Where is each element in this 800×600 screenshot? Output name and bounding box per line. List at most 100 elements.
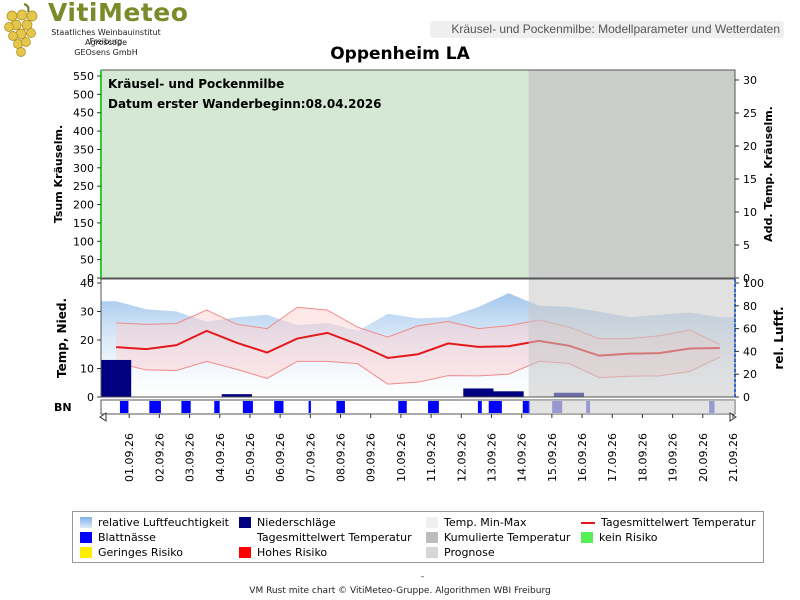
station-title: Oppenheim LA bbox=[330, 44, 470, 64]
blattnaesse-block bbox=[428, 401, 439, 413]
bn-label: BN bbox=[54, 401, 72, 414]
x-tick-label: 05.09.26 bbox=[244, 433, 257, 482]
x-tick-label: 15.09.26 bbox=[546, 433, 559, 482]
tick-left-label: 30 bbox=[80, 306, 94, 319]
tick-right-label: 100 bbox=[743, 277, 764, 290]
legend-label: kein Risiko bbox=[599, 531, 658, 544]
panel2-frame bbox=[100, 278, 736, 398]
tick-right-label: 5 bbox=[743, 239, 750, 252]
annotation-date: Datum erster Wanderbeginn:08.04.2026 bbox=[108, 97, 382, 111]
ylabel-right-panel2: rel. Luftf. bbox=[772, 306, 786, 369]
blattnaesse-block bbox=[522, 401, 530, 413]
annotation-title: Kräusel- und Pockenmilbe bbox=[108, 77, 284, 91]
x-tick-label: 02.09.26 bbox=[153, 433, 166, 482]
blattnaesse-block bbox=[119, 401, 129, 413]
tick-left-label: 150 bbox=[73, 217, 94, 230]
tick-left-label: 0 bbox=[87, 272, 94, 285]
tick-right-label: 30 bbox=[743, 74, 757, 87]
legend-swatch bbox=[239, 517, 251, 528]
grape-logo-icon bbox=[4, 3, 38, 57]
legend-swatch bbox=[80, 517, 92, 528]
legend-label: Hohes Risiko bbox=[257, 546, 328, 559]
x-tick-label: 17.09.26 bbox=[606, 433, 619, 482]
chart-legend: relative Luftfeuchtigkeit Niederschläge Te… bbox=[72, 511, 764, 563]
footer-dash: - bbox=[420, 572, 425, 582]
legend-item: Kumulierte Temperatur bbox=[426, 531, 570, 544]
legend-label: Tagesmittelwert Temperatur bbox=[601, 516, 756, 529]
legend-swatch bbox=[426, 517, 438, 528]
x-tick-label: 21.09.26 bbox=[727, 433, 740, 482]
legend-swatch bbox=[426, 532, 438, 543]
logo-line-agroscope: Agroscope bbox=[84, 38, 128, 47]
legend-swatch bbox=[80, 547, 92, 558]
scroll-left-icon bbox=[99, 412, 107, 422]
tick-left-label: 350 bbox=[73, 143, 94, 156]
tick-right-label: 80 bbox=[743, 300, 757, 313]
tick-right-label: 40 bbox=[743, 345, 757, 358]
blattnaesse-block bbox=[149, 401, 161, 413]
x-tick-label: 04.09.26 bbox=[214, 433, 227, 482]
legend-swatch bbox=[426, 547, 438, 558]
x-tick-label: 12.09.26 bbox=[455, 433, 468, 482]
legend-swatch bbox=[239, 532, 251, 543]
x-tick-label: 16.09.26 bbox=[576, 433, 589, 482]
logo-title: VitiMeteo bbox=[48, 0, 189, 27]
tick-right-label: 20 bbox=[743, 140, 757, 153]
tick-left-label: 200 bbox=[73, 199, 94, 212]
tick-right-label: 20 bbox=[743, 368, 757, 381]
legend-item: Niederschläge bbox=[239, 516, 336, 529]
tick-left-label: 10 bbox=[80, 363, 94, 376]
tick-right-label: 0 bbox=[743, 272, 750, 285]
x-tick-label: 11.09.26 bbox=[425, 433, 438, 482]
legend-item: Blattnässe bbox=[80, 531, 156, 544]
precip-bar bbox=[101, 359, 132, 397]
legend-swatch bbox=[581, 532, 593, 543]
legend-item: Temp. Min-Max bbox=[426, 516, 527, 529]
legend-label: Geringes Risiko bbox=[98, 546, 184, 559]
x-tick-label: 06.09.26 bbox=[274, 433, 287, 482]
tick-left-label: 400 bbox=[73, 125, 94, 138]
blattnaesse-block bbox=[242, 401, 253, 413]
legend-label: Temp. Min-Max bbox=[444, 516, 527, 529]
blattnaesse-block bbox=[214, 401, 220, 413]
prognose-area-bn bbox=[528, 400, 735, 414]
tick-left-label: 0 bbox=[87, 391, 94, 404]
ylabel-left-panel1: Tsum Kräuselm. bbox=[52, 125, 65, 223]
x-tick-label: 09.09.26 bbox=[365, 433, 378, 482]
x-tick-label: 07.09.26 bbox=[304, 433, 317, 482]
precip-bar bbox=[221, 394, 252, 397]
legend-item: kein Risiko bbox=[581, 531, 657, 544]
blattnaesse-block bbox=[274, 401, 284, 413]
legend-label: Niederschläge bbox=[257, 516, 336, 529]
legend-swatch bbox=[239, 547, 251, 558]
chart-subtitle: Kräusel- und Pockenmilbe: Modellparamete… bbox=[430, 21, 784, 38]
tick-left-label: 20 bbox=[80, 334, 94, 347]
blattnaesse-block bbox=[398, 401, 407, 413]
tick-right-label: 10 bbox=[743, 206, 757, 219]
legend-item: Tagesmittelwert Temperatur bbox=[581, 516, 756, 529]
prognose-area-panel1 bbox=[528, 70, 735, 278]
tick-left-label: 300 bbox=[73, 162, 94, 175]
tick-right-label: 60 bbox=[743, 323, 757, 336]
ylabel-right-panel1: Add. Temp. Kräuselm. bbox=[762, 106, 775, 242]
tick-left-label: 250 bbox=[73, 180, 94, 193]
tick-left-label: 50 bbox=[80, 254, 94, 267]
x-tick-label: 19.09.26 bbox=[667, 433, 680, 482]
blattnaesse-block bbox=[336, 401, 345, 413]
x-tick-label: 20.09.26 bbox=[697, 433, 710, 482]
legend-label: Blattnässe bbox=[98, 531, 156, 544]
logo-line-geosens: GEOsens GmbH bbox=[74, 48, 138, 57]
precip-bar bbox=[463, 388, 494, 397]
legend-item: Prognose bbox=[426, 546, 495, 559]
tick-left-label: 40 bbox=[80, 277, 94, 290]
blattnaesse-block bbox=[488, 401, 502, 413]
x-tick-label: 13.09.26 bbox=[485, 433, 498, 482]
precip-bar bbox=[493, 391, 524, 397]
legend-label: relative Luftfeuchtigkeit bbox=[98, 516, 229, 529]
legend-swatch bbox=[581, 521, 595, 524]
legend-item: Hohes Risiko bbox=[239, 546, 327, 559]
temp-minmax-band bbox=[116, 307, 720, 385]
ylabel-left-panel2: Temp, Nied. bbox=[55, 298, 69, 378]
legend-swatch bbox=[80, 532, 92, 543]
